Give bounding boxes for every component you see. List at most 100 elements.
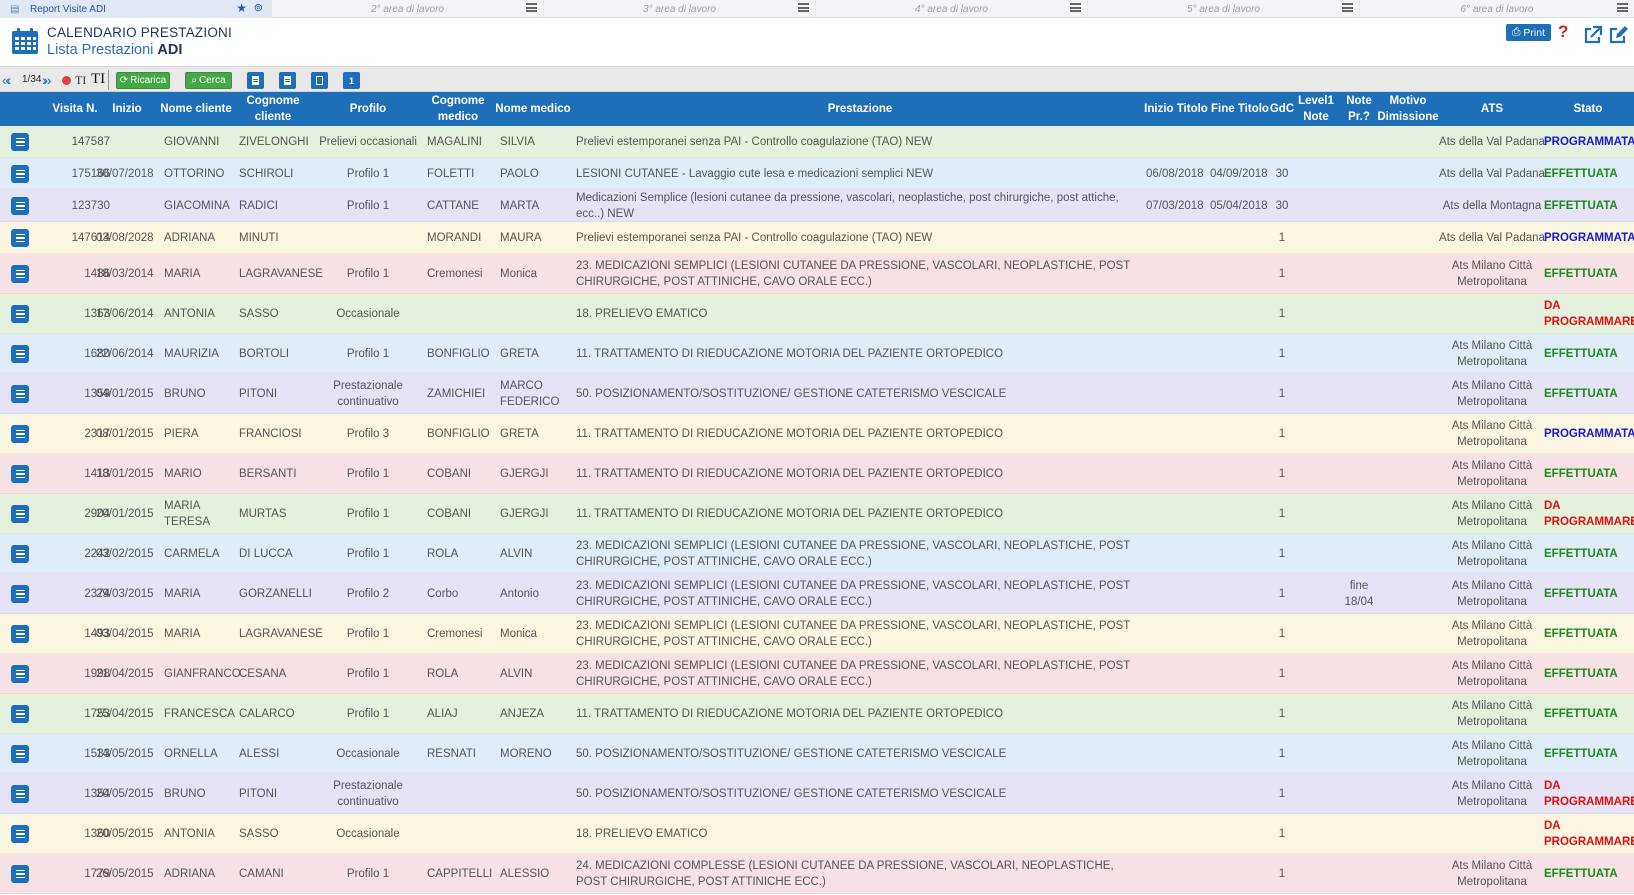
- column-header-cmedico[interactable]: Cognome medico: [431, 95, 485, 123]
- row-menu-button[interactable]: [11, 385, 29, 403]
- row-menu-button[interactable]: [11, 505, 29, 523]
- table-row[interactable]: 2904 20/01/2015 MARIA TERESA MURTAS Profilo …: [0, 494, 1634, 534]
- document-button[interactable]: [247, 72, 264, 89]
- cell-stato: EFFETTUATA: [1544, 667, 1618, 680]
- hamburger-icon[interactable]: [526, 3, 537, 12]
- row-menu-button[interactable]: [11, 133, 29, 151]
- column-header-nome[interactable]: Nome cliente: [160, 103, 232, 115]
- row-menu-button[interactable]: [11, 425, 29, 443]
- cell-motivo: [1376, 614, 1440, 653]
- cell-l1note: [1296, 374, 1336, 413]
- column-header-gdc[interactable]: GdC: [1269, 103, 1295, 115]
- first-page-icon[interactable]: «‹: [2, 72, 12, 88]
- row-menu-button[interactable]: [11, 865, 29, 883]
- column-header-nmedico[interactable]: Nome medico: [495, 103, 571, 115]
- target-icon[interactable]: ⊚: [253, 2, 263, 14]
- column-header-l1note[interactable]: Level1 Note: [1298, 95, 1334, 123]
- print-button[interactable]: ⎙ Print: [1506, 24, 1551, 41]
- workarea-tab-6[interactable]: 6° area di lavoro: [1360, 0, 1634, 18]
- table-row[interactable]: 1359 04/01/2015 BRUNO PITONI Prestazionale c…: [0, 374, 1634, 414]
- column-header-visita[interactable]: Visita N.: [52, 103, 98, 115]
- cell-ats: Ats Milano Città Metropolitana: [1451, 739, 1533, 768]
- workarea-tab-3[interactable]: 3° area di lavoro: [544, 0, 816, 18]
- table-row[interactable]: 2242 03/02/2015 CARMELA DI LUCCA Profilo 1 RO…: [0, 534, 1634, 574]
- row-menu-button[interactable]: [11, 785, 29, 803]
- table-row[interactable]: 1998 21/04/2015 GIANFRANCO CESANA Profilo 1 R…: [0, 654, 1634, 694]
- cell-prestazione: 18. PRELIEVO EMATICO: [576, 307, 708, 320]
- table-row[interactable]: 1680 22/06/2014 MAURIZIA BORTOLI Profilo 1 BO…: [0, 334, 1634, 374]
- row-menu-button[interactable]: [11, 585, 29, 603]
- row-menu-button[interactable]: [11, 345, 29, 363]
- table-row[interactable]: 1486 18/03/2014 MARIA LAGRAVANESE Profilo 1 C…: [0, 254, 1634, 294]
- row-menu-button[interactable]: [11, 705, 29, 723]
- table-row[interactable]: 147614 03/08/2028 ADRIANA MINUTI MORANDI MAUR…: [0, 222, 1634, 254]
- export-button[interactable]: [279, 72, 296, 89]
- table-row[interactable]: 1360 20/05/2015 ANTONIA SASSO Occasionale 18.…: [0, 814, 1634, 854]
- workarea-tab-1[interactable]: ▤ Report Visite ADI ★ ⊚: [0, 0, 272, 18]
- column-header-cognome[interactable]: Cognome cliente: [246, 95, 300, 123]
- table-row[interactable]: 2317 08/01/2015 PIERA FRANCIOSI Profilo 3 BON…: [0, 414, 1634, 454]
- row-menu-button[interactable]: [11, 197, 29, 215]
- reload-button[interactable]: ⟳ Ricarica: [116, 72, 170, 89]
- hamburger-icon[interactable]: [1617, 3, 1628, 12]
- star-icon[interactable]: ★: [236, 1, 247, 15]
- table-row[interactable]: 123730 GIACOMINA RADICI Profilo 1 CATTANE MAR…: [0, 190, 1634, 222]
- text-large-icon[interactable]: TI: [91, 71, 106, 87]
- column-header-prestazione[interactable]: Prestazione: [827, 103, 893, 115]
- hamburger-icon[interactable]: [1070, 3, 1081, 12]
- row-menu-button[interactable]: [11, 265, 29, 283]
- blank-document-button[interactable]: [311, 72, 328, 89]
- table-row[interactable]: 1533 14/05/2015 ORNELLA ALESSI Occasionale RE…: [0, 734, 1634, 774]
- table-row[interactable]: 1363 17/06/2014 ANTONIA SASSO Occasionale 18.…: [0, 294, 1634, 334]
- help-icon[interactable]: ?: [1558, 22, 1569, 41]
- table-row[interactable]: 2374 29/03/2015 MARIA GORZANELLI Profilo 2 Co…: [0, 574, 1634, 614]
- hamburger-icon[interactable]: [1342, 3, 1353, 12]
- table-row[interactable]: 1779 26/05/2015 ADRIANA CAMANI Profilo 1 CAPP…: [0, 854, 1634, 894]
- cell-fintit: [1210, 374, 1272, 413]
- table-row[interactable]: 1354 20/05/2015 BRUNO PITONI Prestazionale c…: [0, 774, 1634, 814]
- table-row[interactable]: 1413 18/01/2015 MARIO BERSANTI Profilo 1 COBA…: [0, 454, 1634, 494]
- row-menu-button[interactable]: [11, 625, 29, 643]
- cell-initit: [1146, 854, 1210, 893]
- row-menu-button[interactable]: [11, 229, 29, 247]
- column-header-notepr[interactable]: Note Pr.?: [1346, 95, 1372, 123]
- workarea-tab-5[interactable]: 5° area di lavoro: [1088, 0, 1360, 18]
- row-menu-button[interactable]: [11, 745, 29, 763]
- edit-icon[interactable]: [1608, 25, 1628, 45]
- cell-cognome: PITONI: [239, 787, 278, 800]
- column-header-profilo[interactable]: Profilo: [349, 103, 387, 115]
- cell-nome: MARIA: [164, 587, 201, 600]
- column-header-initit[interactable]: Inizio Titolo: [1144, 103, 1208, 115]
- cell-gdc: 1: [1278, 427, 1286, 440]
- cell-inizio: 03/08/2028: [96, 231, 154, 244]
- cell-nome: GIOVANNI: [164, 135, 220, 148]
- workarea-tab-2[interactable]: 2° area di lavoro: [272, 0, 544, 18]
- column-header-stato[interactable]: Stato: [1573, 103, 1603, 115]
- cell-profilo: Profilo 1: [346, 627, 390, 640]
- table-row[interactable]: 1753 25/04/2015 FRANCESCA CALARCO Profilo 1 A…: [0, 694, 1634, 734]
- row-menu-button[interactable]: [11, 545, 29, 563]
- row-menu-button[interactable]: [11, 825, 29, 843]
- row-menu-button[interactable]: [11, 165, 29, 183]
- row-menu-button[interactable]: [11, 665, 29, 683]
- table-row[interactable]: 175166 30/07/2018 OTTORINO SCHIROLI Profilo …: [0, 158, 1634, 190]
- hamburger-icon[interactable]: [798, 3, 809, 12]
- last-page-icon[interactable]: ›»: [42, 72, 52, 88]
- record-icon[interactable]: [62, 76, 71, 85]
- number-button[interactable]: 1: [343, 72, 360, 89]
- cell-gdc: 1: [1278, 507, 1286, 520]
- table-row[interactable]: 147587 GIOVANNI ZIVELONGHI Prelievi occasio…: [0, 126, 1634, 158]
- search-button[interactable]: ⌕ Cerca: [185, 72, 232, 89]
- table-row[interactable]: 1493 03/04/2015 MARIA LAGRAVANESE Profilo 1 C…: [0, 614, 1634, 654]
- workarea-tab-4[interactable]: 4° area di lavoro: [816, 0, 1088, 18]
- column-header-inizio[interactable]: Inizio: [112, 103, 142, 115]
- row-menu-button[interactable]: [11, 465, 29, 483]
- column-header-motivo[interactable]: Motivo Dimissione: [1377, 95, 1439, 123]
- text-small-icon[interactable]: TI: [75, 73, 87, 87]
- external-link-icon[interactable]: [1583, 25, 1603, 45]
- row-menu-button[interactable]: [11, 305, 29, 323]
- cell-cmedico: RESNATI: [427, 747, 476, 760]
- cell-ats: Ats Milano Città Metropolitana: [1451, 859, 1533, 888]
- column-header-fintit[interactable]: Fine Titolo: [1211, 103, 1269, 115]
- column-header-ats[interactable]: ATS: [1480, 103, 1504, 115]
